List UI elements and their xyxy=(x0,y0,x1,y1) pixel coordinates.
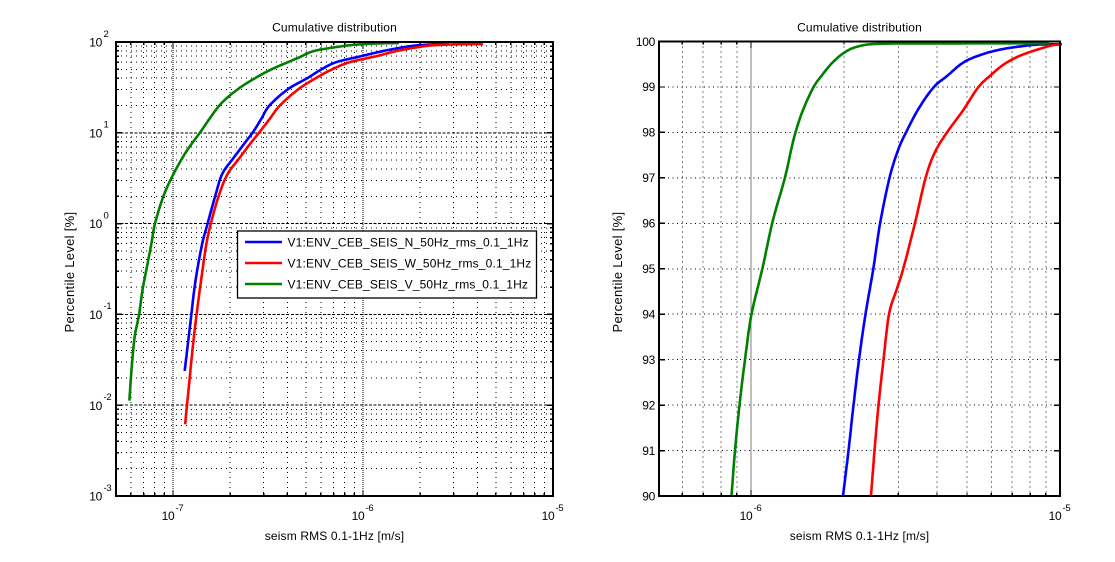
svg-text:Percentile Level [%]: Percentile Level [%] xyxy=(62,212,77,333)
svg-text:95: 95 xyxy=(642,262,655,276)
svg-text:10: 10 xyxy=(89,217,102,231)
svg-text:10: 10 xyxy=(352,509,365,523)
svg-text:V1:ENV_CEB_SEIS_W_50Hz_rms_0.1: V1:ENV_CEB_SEIS_W_50Hz_rms_0.1_1Hz xyxy=(288,256,532,270)
svg-text:Cumulative distribution: Cumulative distribution xyxy=(272,20,397,34)
svg-text:10: 10 xyxy=(1049,509,1062,523)
svg-text:100: 100 xyxy=(636,35,656,49)
svg-text:94: 94 xyxy=(642,308,655,322)
svg-text:V1:ENV_CEB_SEIS_N_50Hz_rms_0.1: V1:ENV_CEB_SEIS_N_50Hz_rms_0.1_1Hz xyxy=(288,235,529,249)
svg-text:10: 10 xyxy=(162,509,175,523)
svg-text:97: 97 xyxy=(642,171,655,185)
svg-text:1: 1 xyxy=(104,120,109,131)
svg-text:Cumulative distribution: Cumulative distribution xyxy=(797,20,922,34)
svg-text:Percentile Level [%]: Percentile Level [%] xyxy=(610,212,625,333)
svg-text:seism RMS 0.1-1Hz [m/s]: seism RMS 0.1-1Hz [m/s] xyxy=(790,529,929,543)
svg-text:-2: -2 xyxy=(104,392,112,403)
svg-text:10: 10 xyxy=(542,509,555,523)
svg-text:-1: -1 xyxy=(104,301,112,312)
svg-text:92: 92 xyxy=(642,398,655,412)
svg-text:-6: -6 xyxy=(366,503,374,514)
svg-text:10: 10 xyxy=(89,399,102,413)
svg-text:99: 99 xyxy=(642,80,655,94)
svg-text:93: 93 xyxy=(642,353,655,367)
svg-text:-5: -5 xyxy=(1063,503,1071,514)
svg-text:98: 98 xyxy=(642,126,655,140)
svg-text:10: 10 xyxy=(89,490,102,504)
svg-text:0: 0 xyxy=(104,210,109,221)
svg-text:10: 10 xyxy=(89,36,102,50)
svg-text:-6: -6 xyxy=(754,503,762,514)
svg-text:96: 96 xyxy=(642,217,655,231)
svg-text:10: 10 xyxy=(89,308,102,322)
svg-text:90: 90 xyxy=(642,489,655,503)
svg-text:seism RMS 0.1-1Hz [m/s]: seism RMS 0.1-1Hz [m/s] xyxy=(265,529,404,543)
svg-text:-5: -5 xyxy=(556,503,564,514)
svg-text:-3: -3 xyxy=(104,483,112,494)
svg-text:-7: -7 xyxy=(176,503,184,514)
svg-text:2: 2 xyxy=(104,29,109,40)
svg-text:91: 91 xyxy=(642,444,655,458)
svg-text:10: 10 xyxy=(89,126,102,140)
svg-text:10: 10 xyxy=(740,509,753,523)
svg-text:V1:ENV_CEB_SEIS_V_50Hz_rms_0.1: V1:ENV_CEB_SEIS_V_50Hz_rms_0.1_1Hz xyxy=(288,277,529,291)
